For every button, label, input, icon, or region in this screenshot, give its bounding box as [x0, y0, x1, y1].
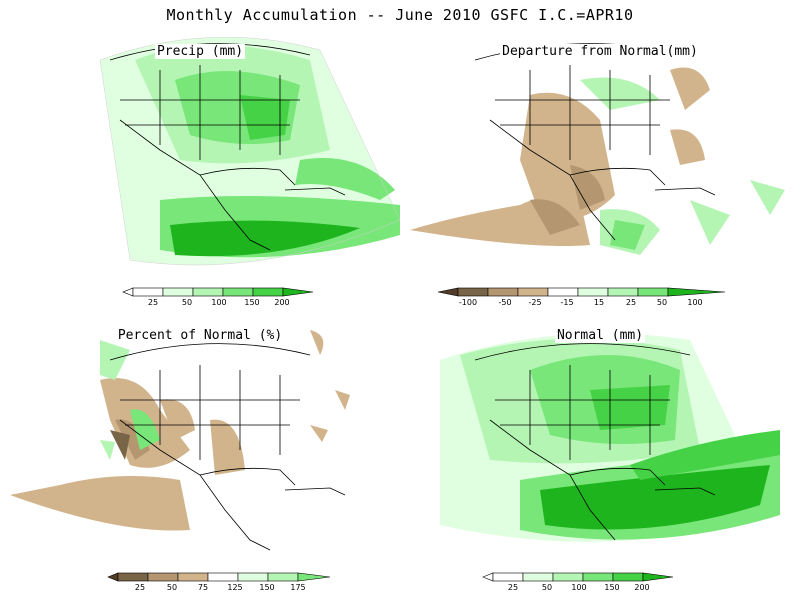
panel-title: Departure from Normal(mm) — [400, 44, 800, 59]
legend-tick: 25 — [625, 298, 637, 307]
legend-tick: 200 — [634, 583, 650, 592]
legend-tick: -50 — [498, 298, 512, 307]
legend-tick: 100 — [571, 583, 587, 592]
panel-title-text: Percent of Normal (%) — [115, 328, 285, 343]
legend-tick: 200 — [274, 298, 290, 307]
precip-map — [99, 36, 400, 266]
percent-map — [10, 330, 350, 551]
legend-tick: 50 — [166, 583, 178, 592]
legend-tick: 100 — [211, 298, 227, 307]
legend-tick: -25 — [528, 298, 542, 307]
legend-bar — [122, 287, 314, 297]
normal-map — [440, 333, 780, 542]
legend-tick: 150 — [244, 298, 260, 307]
legend-tick: 25 — [147, 298, 159, 307]
legend-tick: 100 — [687, 298, 703, 307]
panel-title-text: Normal (mm) — [554, 328, 646, 343]
legend-tick: 75 — [197, 583, 209, 592]
panel-departure: Departure from Normal(mm) -100 -50 -25 -… — [400, 0, 800, 307]
departure-map — [410, 43, 785, 255]
panel-precip: Precip (mm) 25 50 100 150 200 — [0, 0, 400, 307]
panel-title: Precip (mm) — [0, 44, 400, 59]
legend-tick: -15 — [560, 298, 574, 307]
legend-tick: 25 — [134, 583, 146, 592]
legend-tick: 15 — [593, 298, 605, 307]
panel-title-text: Departure from Normal(mm) — [500, 44, 700, 59]
legend-bar — [437, 287, 726, 297]
legend-bar — [482, 572, 674, 582]
legend-tick: 50 — [656, 298, 668, 307]
panel-title: Normal (mm) — [400, 328, 800, 343]
legend-tick: 25 — [507, 583, 519, 592]
legend-tick: 50 — [181, 298, 193, 307]
legend-tick: 150 — [604, 583, 620, 592]
panel-percent: Percent of Normal (%) 25 50 75 125 150 1… — [0, 300, 400, 600]
legend-bar — [107, 572, 331, 582]
main-title: Monthly Accumulation -- June 2010 GSFC I… — [166, 6, 634, 24]
legend-tick: 50 — [541, 583, 553, 592]
panel-title-text: Precip (mm) — [154, 44, 246, 59]
legend-tick: 175 — [290, 583, 306, 592]
panel-normal: Normal (mm) 25 50 100 150 200 — [400, 300, 800, 600]
legend-tick: 125 — [227, 583, 243, 592]
legend-tick: -100 — [458, 298, 478, 307]
panel-title: Percent of Normal (%) — [0, 328, 400, 343]
legend-tick: 150 — [259, 583, 275, 592]
